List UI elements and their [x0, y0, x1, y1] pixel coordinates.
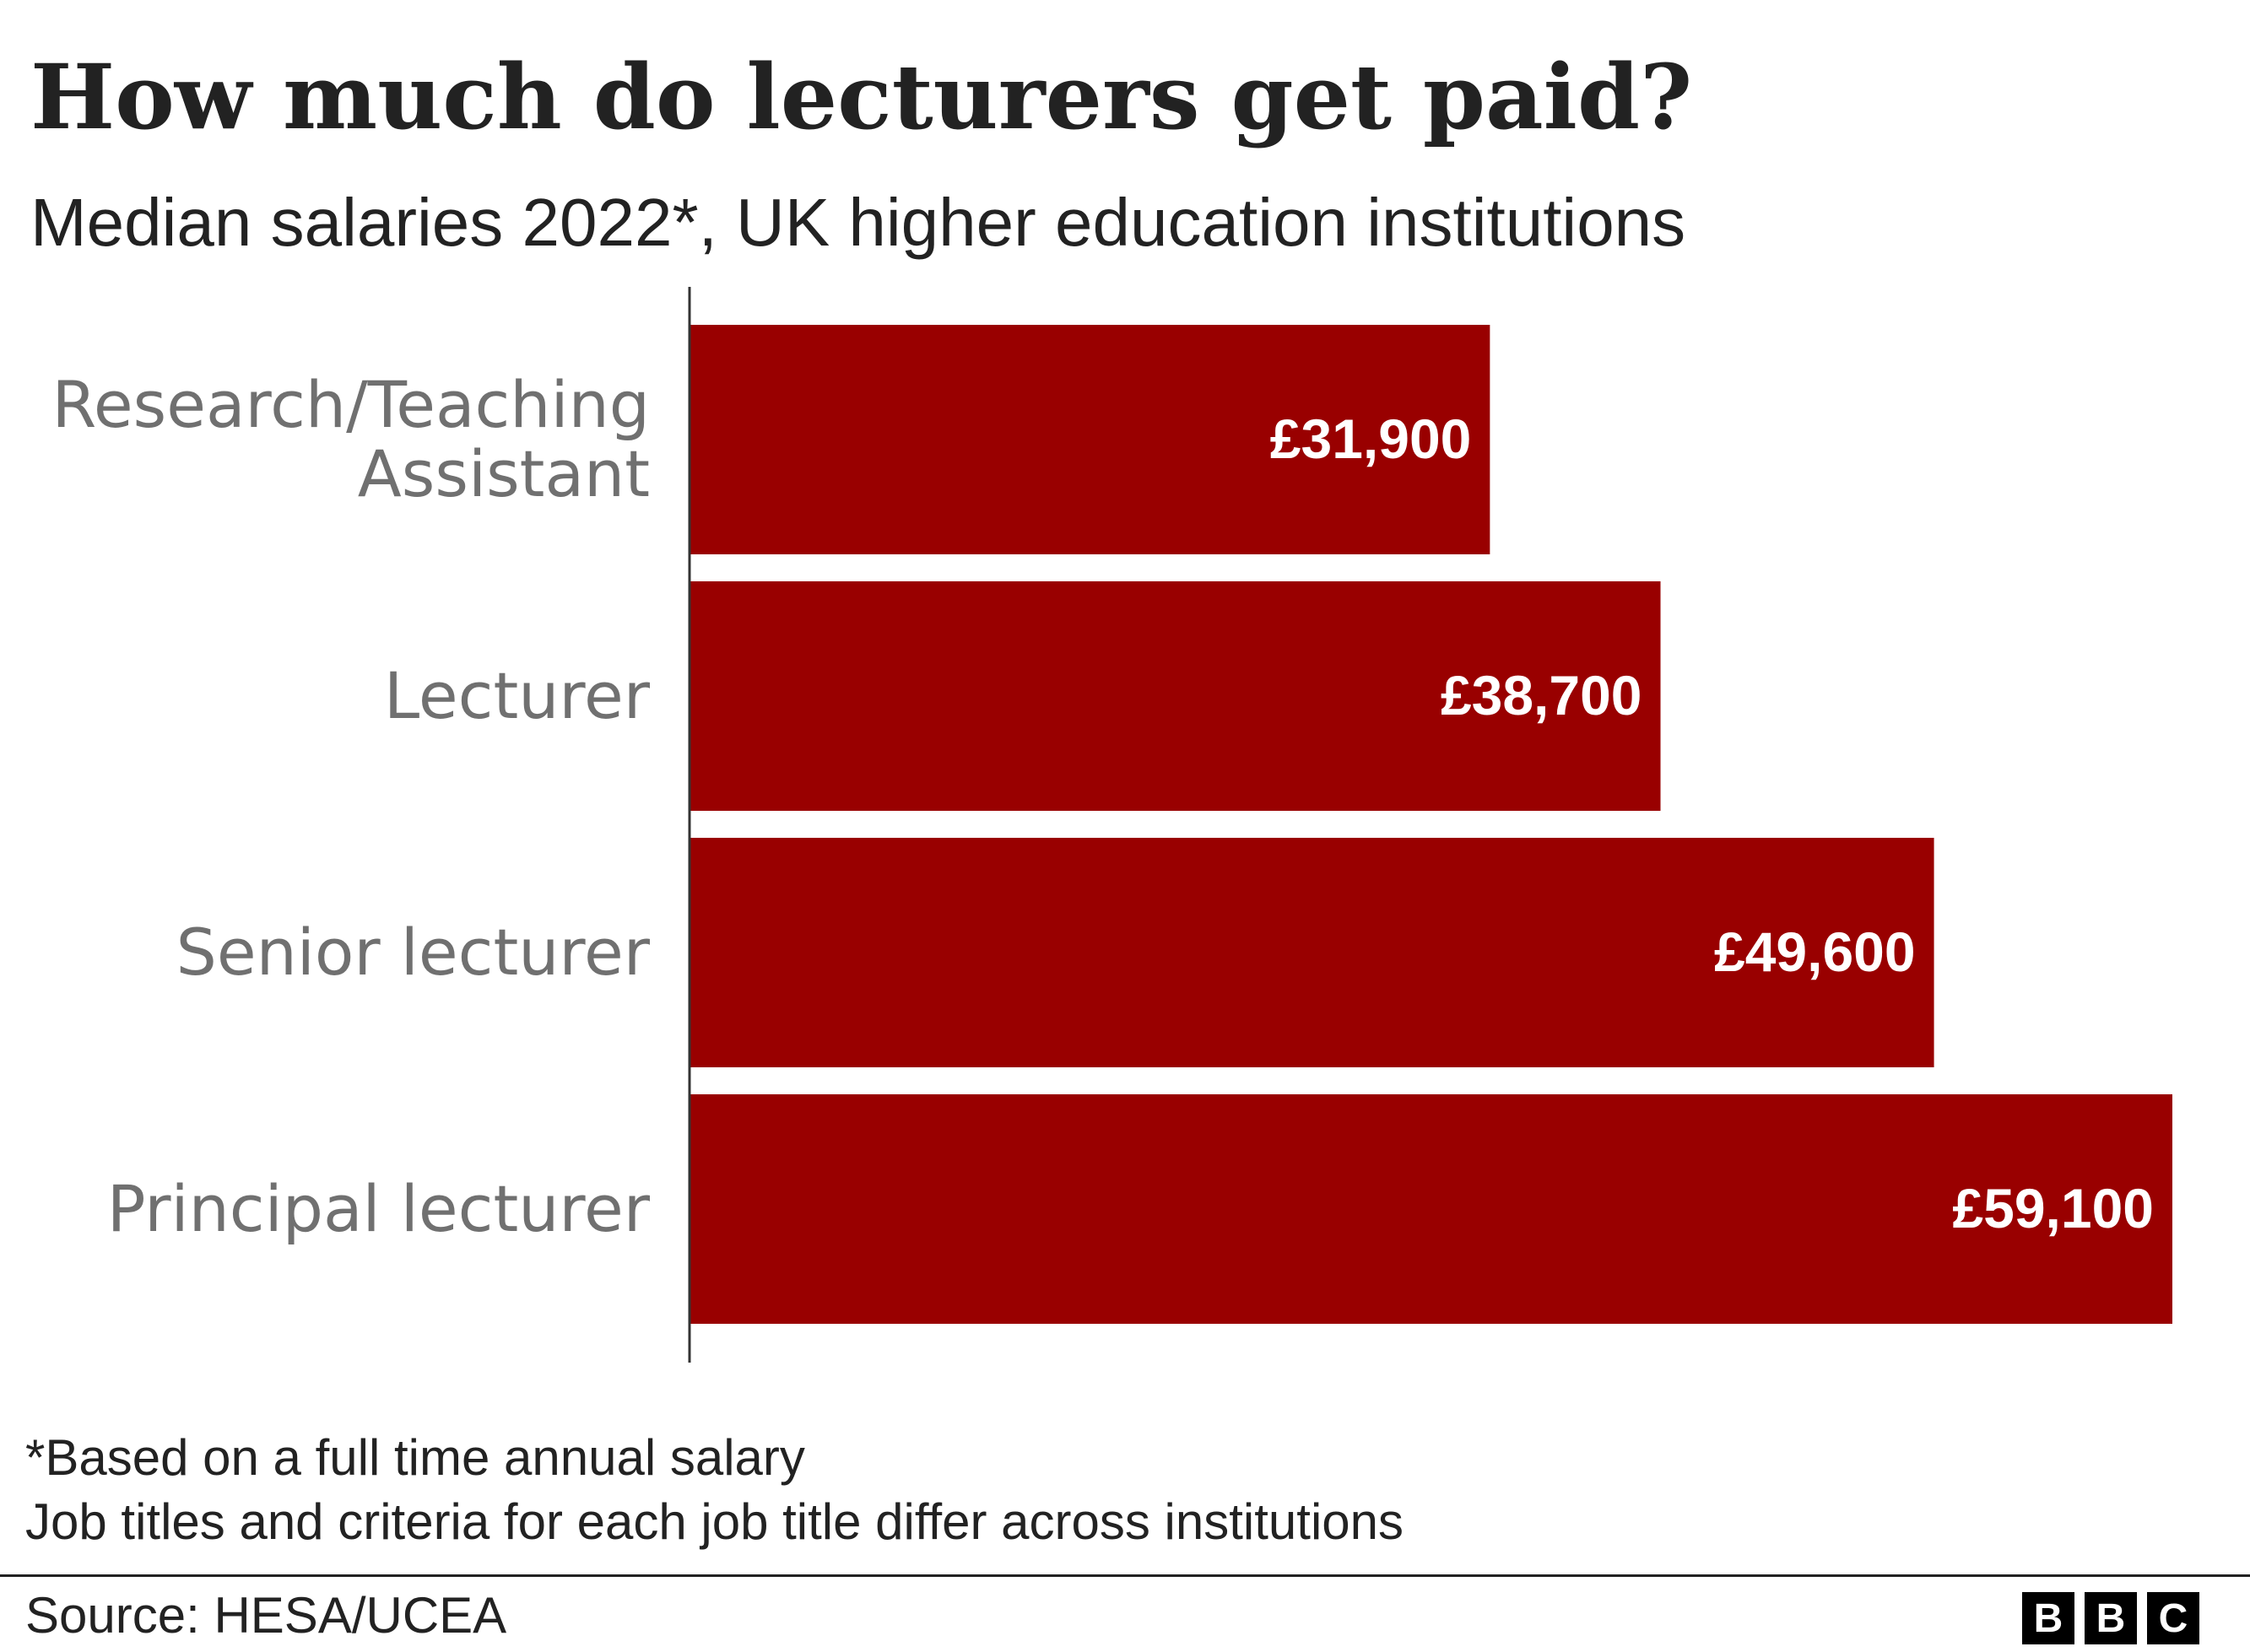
footnote-job-titles: Job titles and criteria for each job tit…	[25, 1493, 1404, 1550]
footer-divider	[0, 1574, 2250, 1577]
category-label: Research/Teaching Assistant	[51, 367, 650, 511]
bar	[690, 325, 1490, 554]
chart-subtitle: Median salaries 2022*, UK higher educati…	[30, 185, 1686, 260]
bar-value-label: £31,900	[1270, 408, 1472, 470]
bar-value-label: £49,600	[1714, 920, 1916, 983]
category-label-line: Assistant	[358, 436, 650, 511]
bar-chart: £31,900 Research/Teaching Assistant £38,700…	[51, 287, 2172, 1363]
bar	[690, 581, 1661, 811]
bbc-logo-letter: C	[2147, 1592, 2199, 1644]
category-label: Senior lecturer	[176, 915, 651, 990]
bbc-logo: B B C	[2022, 1592, 2199, 1644]
category-label-line: Principal lecturer	[107, 1171, 651, 1246]
category-label: Principal lecturer	[107, 1171, 651, 1246]
bar-value-label: £38,700	[1441, 664, 1642, 726]
category-label-line: Research/Teaching	[51, 367, 650, 442]
footnote-salary: *Based on a full time annual salary	[25, 1429, 805, 1486]
bar	[690, 838, 1934, 1067]
bar-value-label: £59,100	[1952, 1177, 2154, 1239]
bar	[690, 1094, 2172, 1324]
chart-title: How much do lecturers get paid?	[30, 44, 1693, 149]
bbc-logo-letter: B	[2085, 1592, 2137, 1644]
bbc-logo-letter: B	[2022, 1592, 2074, 1644]
category-label-line: Senior lecturer	[176, 915, 651, 990]
category-label: Lecturer	[384, 658, 651, 733]
category-label-line: Lecturer	[384, 658, 651, 733]
source-text: Source: HESA/UCEA	[25, 1587, 507, 1644]
